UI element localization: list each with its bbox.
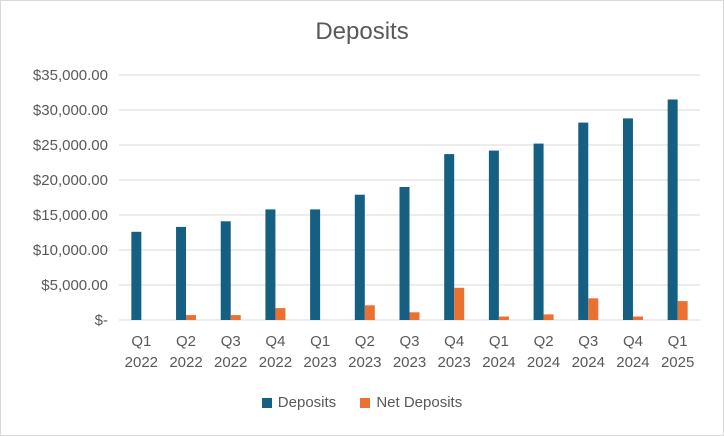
x-tick-year: 2023 bbox=[393, 354, 426, 371]
bar-deposits bbox=[533, 143, 544, 320]
y-tick-label: $35,000.00 bbox=[33, 67, 108, 84]
bar-deposits bbox=[488, 150, 499, 320]
x-tick-quarter: Q1 bbox=[489, 333, 509, 350]
x-tick-quarter: Q2 bbox=[534, 333, 554, 350]
legend-item-net-deposits: Net Deposits bbox=[360, 394, 462, 411]
bar-net-deposits bbox=[409, 312, 420, 320]
x-tick-year: 2024 bbox=[527, 354, 560, 371]
bar-net-deposits bbox=[454, 287, 465, 320]
x-tick-year: 2022 bbox=[259, 354, 292, 371]
x-tick-year: 2024 bbox=[616, 354, 649, 371]
x-tick-quarter: Q4 bbox=[265, 333, 285, 350]
bar-net-deposits bbox=[186, 315, 197, 320]
bar-deposits bbox=[667, 99, 678, 320]
x-tick-quarter: Q1 bbox=[668, 333, 688, 350]
x-tick-quarter: Q1 bbox=[131, 333, 151, 350]
bar-net-deposits bbox=[275, 308, 286, 320]
x-tick-year: 2023 bbox=[438, 354, 471, 371]
bar-net-deposits bbox=[364, 305, 375, 320]
x-tick-quarter: Q3 bbox=[578, 333, 598, 350]
y-axis-ticks: $- $5,000.00 $10,000.00 $15,000.00 $20,000.0… bbox=[33, 67, 108, 329]
bar-net-deposits bbox=[677, 301, 688, 320]
bar-deposits bbox=[399, 187, 410, 320]
bar-deposits bbox=[310, 209, 321, 320]
bar-net-deposits bbox=[230, 315, 241, 320]
x-tick-quarter: Q3 bbox=[221, 333, 241, 350]
chart-title: Deposits bbox=[315, 18, 409, 45]
y-tick-label: $15,000.00 bbox=[33, 207, 108, 224]
y-tick-label: $10,000.00 bbox=[33, 242, 108, 259]
x-tick-year: 2023 bbox=[303, 354, 336, 371]
legend-item-deposits: Deposits bbox=[261, 394, 337, 411]
bars bbox=[131, 99, 688, 321]
x-tick-quarter: Q4 bbox=[623, 333, 643, 350]
y-tick-label: $- bbox=[95, 312, 108, 329]
x-axis-ticks: Q1 2022 Q2 2022 Q3 2022 Q4 2022 Q1 2023 Q2 2023 Q3 20… bbox=[125, 333, 695, 371]
x-tick-year: 2024 bbox=[482, 354, 515, 371]
bar-deposits bbox=[444, 154, 455, 320]
legend-swatch-net-deposits bbox=[360, 397, 371, 408]
bar-net-deposits bbox=[498, 316, 509, 320]
x-tick-year: 2022 bbox=[214, 354, 247, 371]
x-tick-year: 2023 bbox=[348, 354, 381, 371]
x-tick-year: 2025 bbox=[661, 354, 694, 371]
x-tick-quarter: Q1 bbox=[310, 333, 330, 350]
bar-deposits bbox=[578, 122, 589, 320]
bar-net-deposits bbox=[632, 316, 643, 320]
bar-deposits bbox=[354, 194, 365, 320]
legend-label-net-deposits: Net Deposits bbox=[376, 394, 463, 411]
bar-deposits bbox=[220, 221, 231, 320]
bar-net-deposits bbox=[588, 298, 599, 320]
bar-deposits bbox=[131, 231, 142, 320]
x-tick-quarter: Q2 bbox=[176, 333, 196, 350]
legend-swatch-deposits bbox=[261, 397, 272, 408]
y-tick-label: $25,000.00 bbox=[33, 137, 108, 154]
x-tick-quarter: Q3 bbox=[399, 333, 419, 350]
x-tick-quarter: Q2 bbox=[355, 333, 375, 350]
bar-deposits bbox=[265, 209, 276, 320]
legend: Deposits Net Deposits bbox=[0, 394, 724, 412]
x-tick-quarter: Q4 bbox=[444, 333, 464, 350]
y-tick-label: $30,000.00 bbox=[33, 102, 108, 119]
legend-label-deposits: Deposits bbox=[277, 394, 337, 411]
y-tick-label: $20,000.00 bbox=[33, 172, 108, 189]
y-tick-label: $5,000.00 bbox=[41, 277, 108, 294]
x-tick-year: 2024 bbox=[572, 354, 605, 371]
bar-net-deposits bbox=[543, 314, 554, 320]
x-tick-year: 2022 bbox=[169, 354, 202, 371]
bar-deposits bbox=[176, 226, 187, 320]
bar-deposits bbox=[622, 118, 633, 321]
x-tick-year: 2022 bbox=[125, 354, 158, 371]
